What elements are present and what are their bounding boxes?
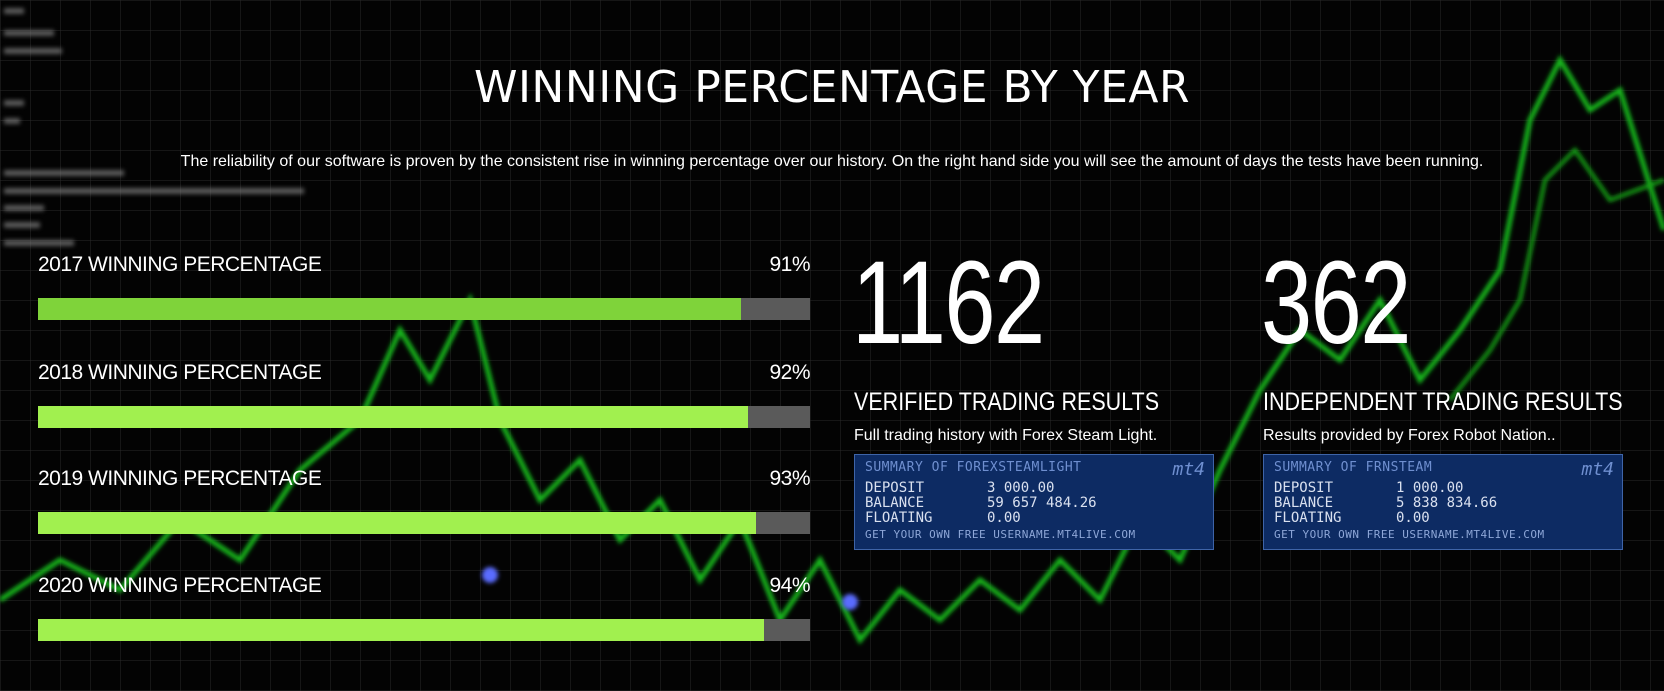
- progress-percent: 93%: [769, 467, 810, 490]
- mt4-logo-icon: mt4: [1172, 459, 1205, 480]
- mt4-summary-widget[interactable]: SUMMARY OF FOREXSTEAMLIGHT mt4 DEPOSIT 3 …: [854, 454, 1214, 550]
- section-title: WINNING PERCENTAGE BY YEAR: [473, 62, 1191, 113]
- stat-number: 362: [1261, 237, 1411, 369]
- widget-row-deposit: DEPOSIT 1 000.00: [1274, 480, 1464, 496]
- progress-percent: 94%: [769, 574, 810, 597]
- stat-description: Results provided by Forex Robot Nation..: [1263, 427, 1556, 444]
- progress-fill: [38, 619, 764, 641]
- progress-track: [38, 298, 810, 320]
- progress-fill: [38, 512, 756, 534]
- stat-description: Full trading history with Forex Steam Li…: [854, 427, 1158, 444]
- stat-heading: INDEPENDENT TRADING RESULTS: [1263, 388, 1623, 416]
- widget-row-floating: FLOATING 0.00: [865, 510, 1021, 526]
- progress-fill: [38, 298, 741, 320]
- widget-row-floating: FLOATING 0.00: [1274, 510, 1430, 526]
- progress-label: 2020 WINNING PERCENTAGE: [38, 574, 322, 597]
- widget-row-balance: BALANCE 5 838 834.66: [1274, 495, 1498, 511]
- widget-title: SUMMARY OF FOREXSTEAMLIGHT: [865, 460, 1082, 475]
- progress-track: [38, 512, 810, 534]
- widget-footer-link[interactable]: GET YOUR OWN FREE USERNAME.MT4LIVE.COM: [865, 528, 1136, 541]
- stat-number: 1162: [852, 237, 1045, 369]
- widget-row-balance: BALANCE 59 657 484.26: [865, 495, 1097, 511]
- progress-track: [38, 619, 810, 641]
- widget-title: SUMMARY OF FRNSTEAM: [1274, 460, 1433, 475]
- stat-independent-results: 362 INDEPENDENT TRADING RESULTS Results …: [1261, 244, 1661, 564]
- widget-row-deposit: DEPOSIT 3 000.00: [865, 480, 1055, 496]
- progress-percent: 91%: [769, 253, 810, 276]
- progress-label: 2017 WINNING PERCENTAGE: [38, 253, 322, 276]
- mt4-summary-widget[interactable]: SUMMARY OF FRNSTEAM mt4 DEPOSIT 1 000.00 …: [1263, 454, 1623, 550]
- stat-heading: VERIFIED TRADING RESULTS: [854, 388, 1160, 416]
- progress-label: 2018 WINNING PERCENTAGE: [38, 361, 322, 384]
- progress-fill: [38, 406, 749, 428]
- widget-footer-link[interactable]: GET YOUR OWN FREE USERNAME.MT4LIVE.COM: [1274, 528, 1545, 541]
- stat-verified-results: 1162 VERIFIED TRADING RESULTS Full tradi…: [852, 244, 1252, 564]
- progress-label: 2019 WINNING PERCENTAGE: [38, 467, 322, 490]
- mt4-logo-icon: mt4: [1581, 459, 1614, 480]
- progress-track: [38, 406, 810, 428]
- progress-percent: 92%: [769, 361, 810, 384]
- section-subtitle: The reliability of our software is prove…: [180, 153, 1484, 170]
